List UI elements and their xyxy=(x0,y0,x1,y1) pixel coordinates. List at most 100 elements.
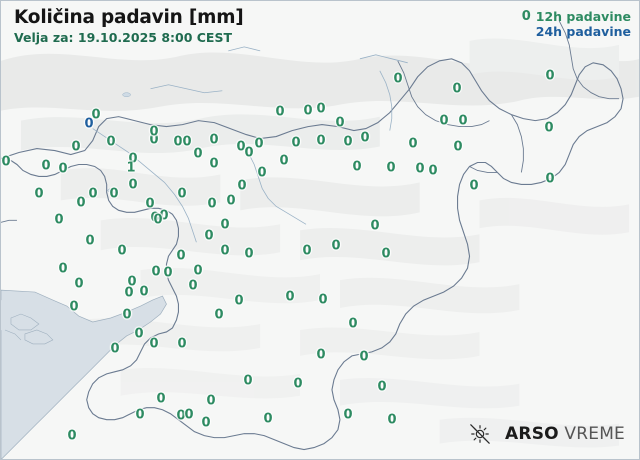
station-value-12h: 0 xyxy=(124,285,134,301)
station-value-12h: 0 xyxy=(469,178,479,194)
station-value-12h: 0 xyxy=(85,233,95,249)
station-value-12h: 0 xyxy=(134,326,144,342)
station-value-12h: 0 xyxy=(237,178,247,194)
coast-detail xyxy=(4,313,54,345)
station-value-12h: 0 xyxy=(226,193,236,209)
station-value-12h: 0 xyxy=(209,156,219,172)
station-value-12h: 0 xyxy=(145,196,155,212)
station-value-12h: 0 xyxy=(58,261,68,277)
station-value-12h: 0 xyxy=(428,163,438,179)
station-value-12h: 0 xyxy=(545,68,555,84)
rivers xyxy=(92,46,408,243)
station-value-24h: 0 xyxy=(84,116,94,132)
legend-row-12h: 0 12h padavine xyxy=(522,9,631,24)
sun-weather-icon xyxy=(470,424,490,444)
sea-inlet xyxy=(1,300,85,352)
station-value-12h: 0 xyxy=(244,246,254,262)
station-value-12h: 0 xyxy=(544,120,554,136)
station-value-12h: 0 xyxy=(243,373,253,389)
station-value-12h: 0 xyxy=(236,139,246,155)
relief-shading xyxy=(1,38,639,448)
station-value-12h: 0 xyxy=(352,159,362,175)
station-value-12h: 0 xyxy=(257,165,267,181)
station-value-12h: 0 xyxy=(234,293,244,309)
station-value-12h: 0 xyxy=(41,158,51,174)
station-value-12h: 0 xyxy=(348,316,358,332)
station-value-12h: 0 xyxy=(106,134,116,150)
station-value-12h: 0 xyxy=(149,336,159,352)
station-value-12h: 0 xyxy=(188,278,198,294)
station-value-12h: 0 xyxy=(343,407,353,423)
branding: ARSO VREME xyxy=(469,423,625,445)
station-value-12h: 0 xyxy=(303,103,313,119)
station-value-12h: 0 xyxy=(377,379,387,395)
station-value-12h: 0 xyxy=(58,161,68,177)
station-value-12h: 0 xyxy=(135,407,145,423)
station-value-12h: 0 xyxy=(209,132,219,148)
station-value-12h: 0 xyxy=(393,71,403,87)
station-value-12h: 0 xyxy=(204,228,214,244)
vreme-name: VREME xyxy=(564,424,625,444)
station-value-12h: 0 xyxy=(193,263,203,279)
station-value-12h: 0 xyxy=(291,135,301,151)
station-value-12h: 0 xyxy=(254,136,264,152)
station-value-12h: 0 xyxy=(244,145,254,161)
station-value-12h: 0 xyxy=(76,195,86,211)
station-value-12h: 0 xyxy=(453,139,463,155)
station-value-12h: 0 xyxy=(71,139,81,155)
station-value-12h: 0 xyxy=(458,113,468,129)
station-value-12h: 0 xyxy=(139,284,149,300)
station-value-12h: 0 xyxy=(151,264,161,280)
station-value-12h: 0 xyxy=(176,408,186,424)
station-value-12h: 0 xyxy=(545,171,555,187)
legend-sample-12h: 0 xyxy=(521,9,531,24)
station-value-12h: 0 xyxy=(275,104,285,120)
station-value-12h: 0 xyxy=(177,186,187,202)
station-value-12h: 0 xyxy=(193,146,203,162)
station-value-12h: 0 xyxy=(285,289,295,305)
station-value-12h: 0 xyxy=(206,393,216,409)
station-value-12h: 0 xyxy=(122,307,132,323)
station-value-12h: 0 xyxy=(408,136,418,152)
station-value-12h: 0 xyxy=(220,243,230,259)
station-value-12h: 0 xyxy=(386,160,396,176)
national-border xyxy=(1,58,624,451)
station-value-12h: 0 xyxy=(177,336,187,352)
legend: 0 12h padavine 24h padavine xyxy=(522,9,631,39)
station-value-12h: 0 xyxy=(74,276,84,292)
station-value-12h: 0 xyxy=(359,349,369,365)
station-value-12h: 0 xyxy=(263,411,273,427)
station-value-12h: 0 xyxy=(88,186,98,202)
station-value-12h: 0 xyxy=(117,243,127,259)
station-value-12h: 0 xyxy=(127,274,137,290)
station-value-12h: 0 xyxy=(163,265,173,281)
station-value-12h: 0 xyxy=(387,412,397,428)
station-value-12h: 0 xyxy=(109,186,119,202)
neighbour-boundaries xyxy=(1,20,620,223)
station-value-12h: 0 xyxy=(153,212,163,228)
station-value-12h: 0 xyxy=(331,238,341,254)
station-value-12h: 0 xyxy=(91,107,101,123)
station-value-12h: 0 xyxy=(279,153,289,169)
station-value-12h: 1 xyxy=(126,160,136,176)
station-value-12h: 0 xyxy=(214,307,224,323)
station-value-12h: 0 xyxy=(150,210,160,226)
arso-name: ARSO xyxy=(505,424,559,444)
station-value-12h: 0 xyxy=(149,132,159,148)
station-value-12h: 0 xyxy=(128,177,138,193)
station-value-12h: 0 xyxy=(316,347,326,363)
station-value-12h: 0 xyxy=(182,134,192,150)
legend-label-12h: 12h padavine xyxy=(535,9,631,24)
legend-row-24h: 24h padavine xyxy=(522,24,631,39)
legend-label-24h: 24h padavine xyxy=(535,24,631,39)
station-value-12h: 0 xyxy=(293,376,303,392)
station-value-12h: 0 xyxy=(173,134,183,150)
station-value-12h: 0 xyxy=(381,246,391,262)
station-value-12h: 0 xyxy=(316,101,326,117)
station-value-12h: 0 xyxy=(54,212,64,228)
station-value-12h: 0 xyxy=(415,161,425,177)
station-value-12h: 0 xyxy=(302,243,312,259)
station-value-12h: 0 xyxy=(316,133,326,149)
